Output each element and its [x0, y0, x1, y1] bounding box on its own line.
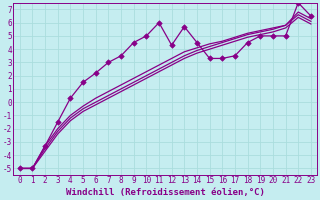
X-axis label: Windchill (Refroidissement éolien,°C): Windchill (Refroidissement éolien,°C): [66, 188, 265, 197]
